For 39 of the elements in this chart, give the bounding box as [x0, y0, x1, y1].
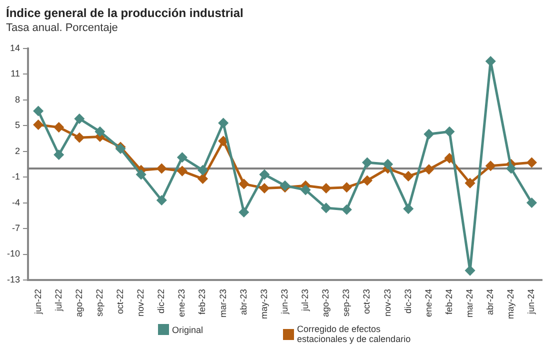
x-tick-label: dic-23 [402, 288, 413, 314]
x-tick-label: feb-24 [444, 288, 454, 315]
x-tick-label: mar-23 [218, 288, 228, 318]
chart-title: Índice general de la producción industrial [6, 6, 244, 20]
x-tick-label: nov-23 [382, 288, 392, 317]
chart-subtitle: Tasa anual. Porcentaje [6, 22, 118, 34]
y-tick-label: -1 [12, 172, 20, 182]
y-tick-label: -13 [6, 274, 20, 284]
y-tick-label: -7 [12, 223, 20, 234]
legend-label: Original [172, 324, 204, 334]
x-tick-label: ago-22 [74, 288, 84, 318]
x-tick-label: jul-22 [53, 288, 64, 312]
y-tick-label: -10 [6, 248, 20, 259]
x-tick-label: feb-23 [197, 288, 208, 315]
x-tick-label: abr-24 [485, 288, 496, 316]
x-tick-label: jul-23 [300, 288, 310, 312]
x-tick-label: abr-23 [238, 288, 248, 316]
y-tick-label: -4 [12, 197, 20, 208]
x-tick-label: sep-22 [94, 288, 104, 317]
y-tick-label: 2 [14, 146, 20, 156]
y-tick-label: 14 [10, 42, 20, 53]
y-tick-label: 11 [10, 68, 20, 79]
x-tick-label: jun-24 [526, 288, 536, 316]
x-tick-label: nov-22 [136, 288, 146, 317]
x-tick-label: mar-24 [464, 288, 475, 318]
x-tick-label: sep-23 [341, 288, 352, 317]
x-tick-label: jun-23 [279, 288, 290, 316]
y-tick-label: 5 [14, 120, 20, 130]
x-tick-label: ene-23 [176, 288, 187, 318]
x-tick-label: ene-24 [423, 288, 434, 318]
x-tick-label: oct-22 [115, 288, 126, 314]
x-tick-label: jun-22 [32, 288, 43, 316]
x-tick-label: oct-23 [362, 288, 372, 314]
x-tick-label: may-24 [506, 288, 516, 320]
legend-label: Corregido de efectos estacionales y de calendario [297, 324, 412, 344]
x-tick-label: ago-23 [320, 288, 331, 318]
y-tick-label: 8 [14, 94, 20, 104]
x-tick-label: may-23 [258, 288, 269, 320]
x-tick-label: dic-22 [156, 288, 166, 314]
